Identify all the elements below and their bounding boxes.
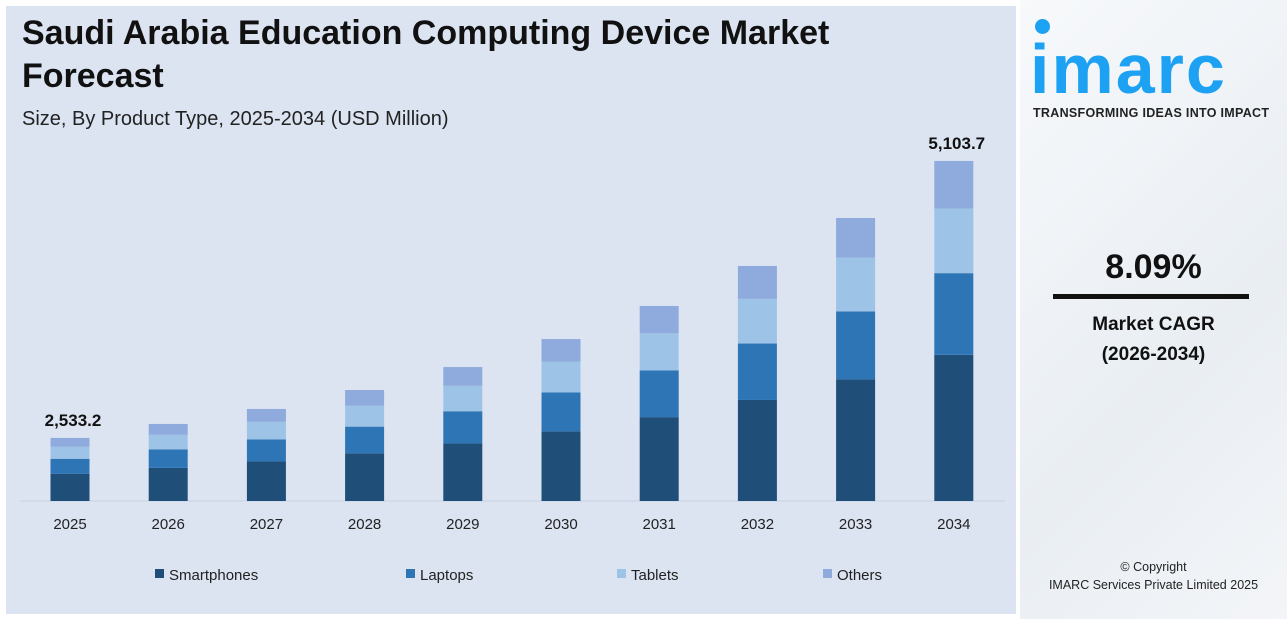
bar-segment-laptops-2034	[934, 273, 974, 355]
bar-segment-laptops-2033	[836, 311, 876, 380]
legend-label-others: Others	[837, 567, 882, 584]
bar-segment-smartphones-2028	[345, 453, 385, 501]
data-label: 5,103.7	[928, 134, 985, 153]
bar-segment-others-2034	[934, 160, 974, 209]
bar-segment-smartphones-2025	[50, 473, 90, 501]
x-tick-label: 2028	[348, 516, 381, 533]
copyright: © Copyright	[1120, 560, 1187, 574]
side-panel	[1020, 0, 1287, 619]
bar-segment-others-2026	[148, 423, 188, 435]
bar-segment-others-2025	[50, 437, 90, 447]
bar-segment-smartphones-2032	[737, 399, 777, 501]
legend-swatch-tablets	[617, 569, 626, 578]
legend-swatch-laptops	[406, 569, 415, 578]
x-tick-label: 2027	[250, 516, 283, 533]
imarc-logo: imarc	[1030, 30, 1227, 108]
bar-segment-smartphones-2027	[246, 461, 286, 501]
legend-label-tablets: Tablets	[631, 567, 679, 584]
bar-segment-smartphones-2033	[836, 379, 876, 501]
bar-segment-tablets-2029	[443, 385, 483, 412]
page-title: Saudi Arabia Education Computing Device …	[22, 14, 830, 95]
bar-segment-others-2029	[443, 367, 483, 386]
bar-segment-tablets-2032	[737, 298, 777, 344]
bar-segment-laptops-2028	[345, 426, 385, 454]
stacked-bar-chart: 2025 2,533.2 2026 2027 2028 2029 2030 2031 2032 2…	[20, 134, 1005, 584]
bar-segment-laptops-2029	[443, 411, 483, 444]
bar-segment-others-2033	[836, 218, 876, 258]
bar-segment-smartphones-2030	[541, 431, 581, 501]
x-tick-label: 2025	[53, 516, 86, 533]
x-tick-label: 2031	[643, 516, 676, 533]
bar-segment-smartphones-2026	[148, 467, 188, 501]
bar-segment-laptops-2027	[246, 439, 286, 462]
legend-swatch-others	[823, 569, 832, 578]
cagr-label: Market CAGR	[1092, 314, 1215, 335]
bar-segment-tablets-2033	[836, 257, 876, 312]
legend-label-smartphones: Smartphones	[169, 567, 258, 584]
logo-tagline: TRANSFORMING IDEAS INTO IMPACT	[1033, 106, 1270, 120]
x-tick-label: 2034	[937, 516, 970, 533]
x-tick-label: 2029	[446, 516, 479, 533]
bar-segment-tablets-2031	[639, 333, 679, 371]
chart-subtitle: Size, By Product Type, 2025-2034 (USD Mi…	[22, 108, 449, 130]
bar-segment-smartphones-2029	[443, 443, 483, 501]
cagr-value: 8.09%	[1105, 248, 1202, 286]
bar-segment-laptops-2032	[737, 343, 777, 400]
bar-segment-laptops-2031	[639, 370, 679, 418]
bar-segment-tablets-2030	[541, 361, 581, 393]
copyright-company: IMARC Services Private Limited 2025	[1048, 578, 1259, 592]
bar-segment-smartphones-2034	[934, 354, 974, 501]
cagr-divider	[1053, 294, 1249, 299]
bar-segment-others-2027	[246, 408, 286, 422]
bar-segment-others-2031	[639, 305, 679, 334]
bar-segment-laptops-2030	[541, 392, 581, 432]
data-label: 2,533.2	[45, 411, 102, 430]
bar-segment-others-2028	[345, 390, 385, 406]
x-tick-label: 2026	[152, 516, 185, 533]
bar-segment-laptops-2025	[50, 458, 90, 474]
bar-segment-tablets-2027	[246, 421, 286, 440]
bar-segment-tablets-2028	[345, 405, 385, 427]
bar-segment-tablets-2026	[148, 434, 188, 450]
x-tick-label: 2030	[544, 516, 577, 533]
bar-segment-smartphones-2031	[639, 417, 679, 501]
bar-segment-others-2032	[737, 265, 777, 299]
legend-label-laptops: Laptops	[420, 567, 473, 584]
bar-segment-tablets-2034	[934, 208, 974, 274]
bar-segment-others-2030	[541, 339, 581, 362]
bar-segment-laptops-2026	[148, 449, 188, 468]
x-tick-label: 2032	[741, 516, 774, 533]
legend-swatch-smartphones	[155, 569, 164, 578]
x-tick-label: 2033	[839, 516, 872, 533]
bar-segment-tablets-2025	[50, 446, 90, 459]
logo-dot-icon	[1035, 19, 1050, 34]
cagr-period: (2026-2034)	[1101, 344, 1206, 365]
